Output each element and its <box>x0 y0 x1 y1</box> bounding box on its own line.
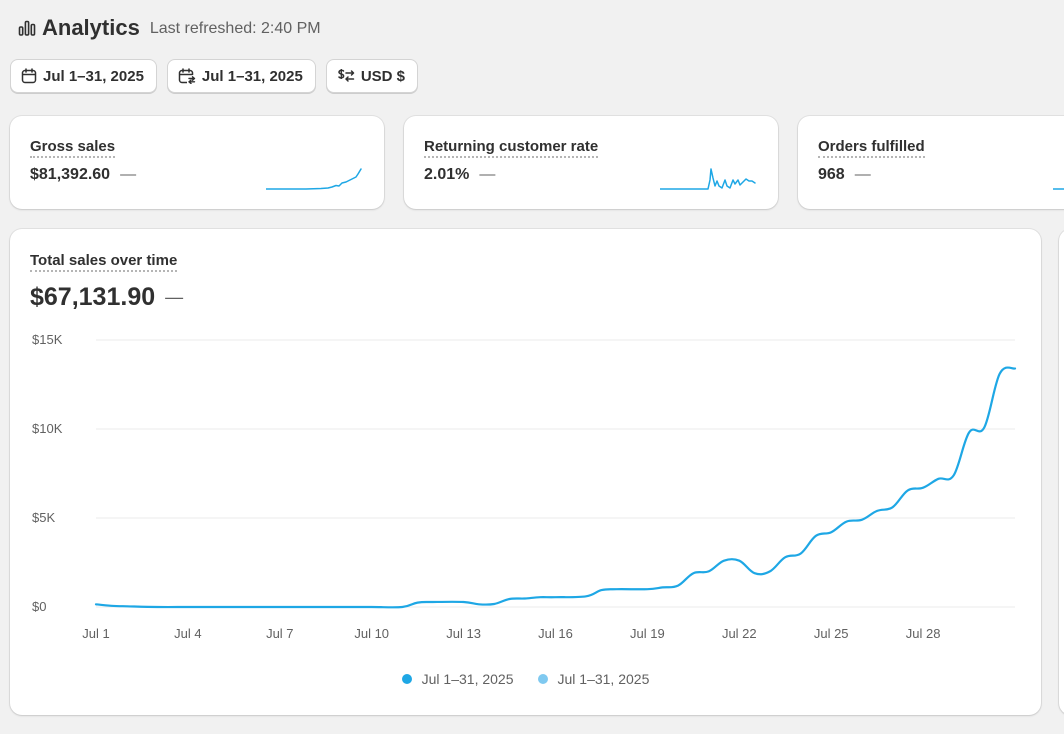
x-tick-label: Jul 1 <box>82 626 109 641</box>
sparkline-orders-fulfilled <box>1053 188 1064 190</box>
chart-total-change: — <box>165 287 184 307</box>
metric-card-returning-customer-rate[interactable]: Returning customer rate 2.01% — <box>404 116 778 209</box>
page-title: Analytics <box>42 15 140 40</box>
metric-label[interactable]: Gross sales <box>30 138 116 158</box>
x-tick-label: Jul 28 <box>906 626 941 641</box>
legend-label-primary: Jul 1–31, 2025 <box>421 671 514 687</box>
legend-dot-primary <box>401 674 412 684</box>
metric-card-orders-fulfilled[interactable]: Orders fulfilled 968 — <box>798 116 1064 209</box>
currency-button[interactable]: USD $ <box>325 59 419 93</box>
x-tick-label: Jul 22 <box>722 626 757 641</box>
metric-card-gross-sales[interactable]: Gross sales $81,392.60 — <box>10 116 384 209</box>
x-tick-label: Jul 16 <box>538 626 573 641</box>
legend-dot-comparison <box>537 674 548 684</box>
x-tick-label: Jul 25 <box>814 626 849 641</box>
page-header: Analytics Last refreshed: 2:40 PM <box>18 12 321 44</box>
y-tick-label: $15K <box>32 332 63 347</box>
y-tick-label: $10K <box>32 421 63 436</box>
filter-bar: Jul 1–31, 2025 Jul 1–31, 2025 <box>10 59 419 93</box>
currency-exchange-icon <box>337 68 355 84</box>
comparison-range-button[interactable]: Jul 1–31, 2025 <box>166 59 316 93</box>
x-tick-label: Jul 19 <box>630 626 665 641</box>
legend-item-primary[interactable]: Jul 1–31, 2025 <box>401 671 514 687</box>
metric-label[interactable]: Orders fulfilled <box>818 138 925 158</box>
side-card-partial <box>1059 229 1064 715</box>
metric-value: 968 <box>818 166 845 183</box>
sparkline-returning-customer-rate <box>660 168 756 190</box>
sales-line-chart: $0 $5K $10K $15K Jul 1 Jul 4 Jul 7 Jul 10 Jul 13… <box>32 332 1017 641</box>
chart-total-value: $67,131.90 <box>30 283 156 311</box>
metric-change: — <box>120 166 137 183</box>
calendar-icon <box>21 68 37 84</box>
comparison-range-label: Jul 1–31, 2025 <box>201 67 303 85</box>
last-refreshed-text: Last refreshed: 2:40 PM <box>149 19 321 37</box>
metric-value-row: 968 — <box>818 166 1064 184</box>
metric-value: 2.01% <box>424 166 470 183</box>
y-tick-label: $0 <box>32 599 46 614</box>
metric-change: — <box>479 166 496 183</box>
metric-label[interactable]: Returning customer rate <box>424 138 599 158</box>
date-range-label: Jul 1–31, 2025 <box>43 67 144 85</box>
x-tick-label: Jul 13 <box>446 626 481 641</box>
series-line[interactable] <box>94 366 1017 609</box>
legend-item-comparison[interactable]: Jul 1–31, 2025 <box>537 671 650 687</box>
x-tick-label: Jul 4 <box>174 626 201 641</box>
calendar-compare-icon <box>178 68 196 84</box>
total-sales-chart-card: Total sales over time $67,131.90 — $0 $5K… <box>10 229 1041 715</box>
metric-value: $81,392.60 <box>30 166 111 183</box>
metric-change: — <box>854 166 871 183</box>
y-tick-label: $5K <box>32 510 55 525</box>
chart-total-row: $67,131.90 — <box>30 283 183 312</box>
x-tick-label: Jul 10 <box>354 626 389 641</box>
bar-chart-icon <box>18 19 36 37</box>
sparkline-gross-sales <box>266 168 362 190</box>
chart-title[interactable]: Total sales over time <box>30 252 178 272</box>
x-tick-label: Jul 7 <box>266 626 293 641</box>
legend-label-comparison: Jul 1–31, 2025 <box>557 671 650 687</box>
date-range-button[interactable]: Jul 1–31, 2025 <box>10 59 157 93</box>
chart-legend: Jul 1–31, 2025 Jul 1–31, 2025 <box>10 671 1041 687</box>
metric-value-row: $81,392.60 — <box>30 166 364 184</box>
metric-value-row: 2.01% — <box>424 166 758 184</box>
currency-label: USD $ <box>360 67 406 85</box>
